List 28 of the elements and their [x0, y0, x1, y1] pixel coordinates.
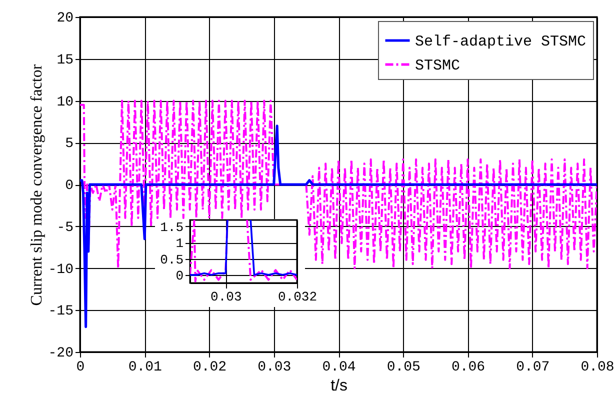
legend-label: Self-adaptive STSMC — [415, 34, 586, 50]
x-tick-label: 0.05 — [386, 360, 420, 376]
x-tick-label: 0 — [76, 360, 85, 376]
y-tick-label: -15 — [48, 304, 74, 320]
x-tick-label: 0.04 — [322, 360, 356, 376]
x-tick-label: 0.03 — [258, 360, 292, 376]
x-tick-label: 0.07 — [516, 360, 550, 376]
x-tick-label: 0.032 — [278, 290, 318, 304]
y-tick-label: 1 — [176, 236, 184, 252]
x-tick-label: 0.01 — [128, 360, 162, 376]
x-tick-label: 0.03 — [210, 290, 242, 304]
y-tick-label: -10 — [48, 262, 74, 278]
legend-label: STSMC — [415, 58, 460, 74]
x-tick-label: 0.08 — [580, 360, 614, 376]
y-tick-label: 15 — [56, 52, 74, 68]
x-tick-label: 0.06 — [451, 360, 486, 376]
y-tick-label: 0 — [65, 178, 74, 194]
y-axis-title: Current slip mode convergence factor — [28, 64, 46, 306]
y-tick-label: 0 — [176, 268, 184, 284]
x-tick-label: 0.02 — [192, 360, 227, 376]
y-tick-label: 20 — [56, 10, 74, 26]
y-tick-label: -20 — [48, 346, 74, 362]
y-tick-label: 10 — [56, 94, 74, 110]
y-tick-label: 5 — [65, 136, 74, 152]
y-tick-label: 0.5 — [160, 252, 184, 268]
y-tick-label: 1.5 — [160, 220, 184, 235]
y-tick-label: -5 — [56, 220, 74, 236]
x-axis-title: t/s — [330, 378, 348, 394]
